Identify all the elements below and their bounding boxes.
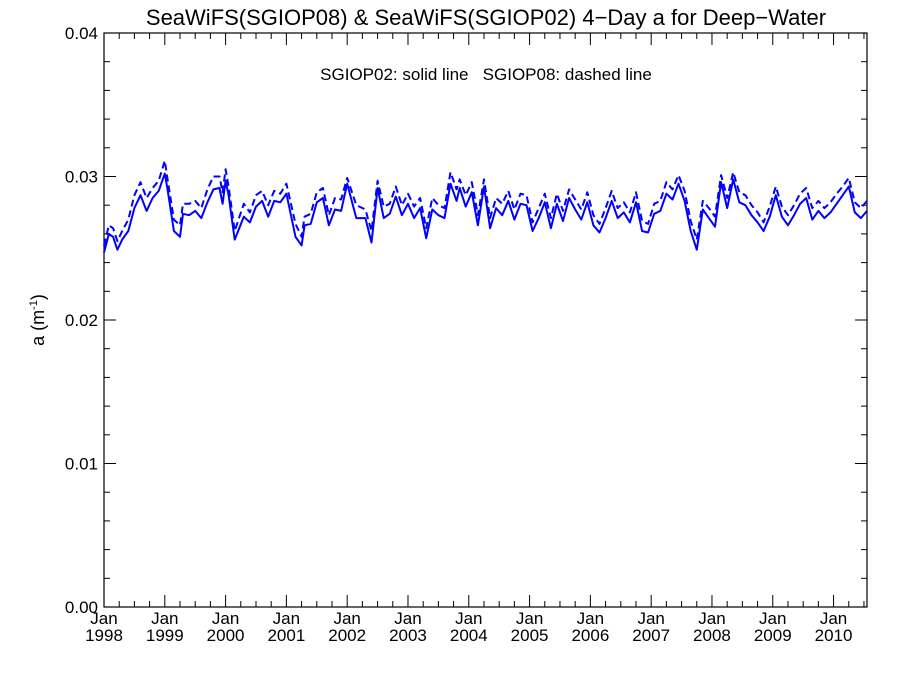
x-tick-label-month-11: Jan <box>759 609 786 628</box>
chart-title: SeaWiFS(SGIOP08) & SeaWiFS(SGIOP02) 4−Da… <box>146 5 826 30</box>
x-tick-label-month-0: Jan <box>90 609 117 628</box>
x-tick-label-year-11: 2009 <box>754 626 792 645</box>
x-tick-label-year-3: 2001 <box>267 626 305 645</box>
x-tick-label-month-2: Jan <box>212 609 239 628</box>
x-tick-label-year-7: 2005 <box>511 626 549 645</box>
x-tick-label-year-12: 2010 <box>815 626 853 645</box>
x-tick-label-month-10: Jan <box>698 609 725 628</box>
y-axis-label-close: ) <box>28 294 48 300</box>
x-tick-label-year-0: 1998 <box>85 626 123 645</box>
x-tick-label-month-6: Jan <box>455 609 482 628</box>
line-style-annotation: SGIOP02: solid line SGIOP08: dashed line <box>320 65 652 84</box>
x-tick-label-month-9: Jan <box>637 609 664 628</box>
x-tick-label-month-12: Jan <box>820 609 847 628</box>
y-tick-label-2: 0.02 <box>65 311 98 330</box>
y-axis-label: a (m-1) <box>28 294 48 346</box>
plot-frame <box>103 32 868 608</box>
x-tick-label-month-7: Jan <box>516 609 543 628</box>
y-axis-label-base: a (m <box>28 310 48 346</box>
x-tick-label-year-4: 2002 <box>328 626 366 645</box>
y-tick-label-0: 0.00 <box>65 598 98 617</box>
series-line-solid <box>103 172 868 253</box>
x-tick-label-year-10: 2008 <box>693 626 731 645</box>
x-tick-label-month-4: Jan <box>333 609 360 628</box>
series-line-dashed <box>103 159 868 246</box>
x-tick-label-year-5: 2003 <box>389 626 427 645</box>
series-layer <box>103 159 868 253</box>
axes-layer: 0.000.010.020.030.04Jan1998Jan1999Jan200… <box>65 24 867 645</box>
x-tick-label-year-6: 2004 <box>450 626 488 645</box>
x-tick-label-year-1: 1999 <box>146 626 184 645</box>
x-tick-label-month-1: Jan <box>151 609 178 628</box>
x-tick-label-year-8: 2006 <box>571 626 609 645</box>
x-tick-label-month-5: Jan <box>394 609 421 628</box>
y-tick-label-4: 0.04 <box>65 24 98 43</box>
y-tick-label-3: 0.03 <box>65 168 98 187</box>
x-tick-label-month-3: Jan <box>273 609 300 628</box>
x-tick-label-year-9: 2007 <box>632 626 670 645</box>
y-tick-label-1: 0.01 <box>65 455 98 474</box>
x-tick-label-year-2: 2000 <box>207 626 245 645</box>
y-axis-label-sup: -1 <box>28 300 40 310</box>
x-tick-label-month-8: Jan <box>577 609 604 628</box>
